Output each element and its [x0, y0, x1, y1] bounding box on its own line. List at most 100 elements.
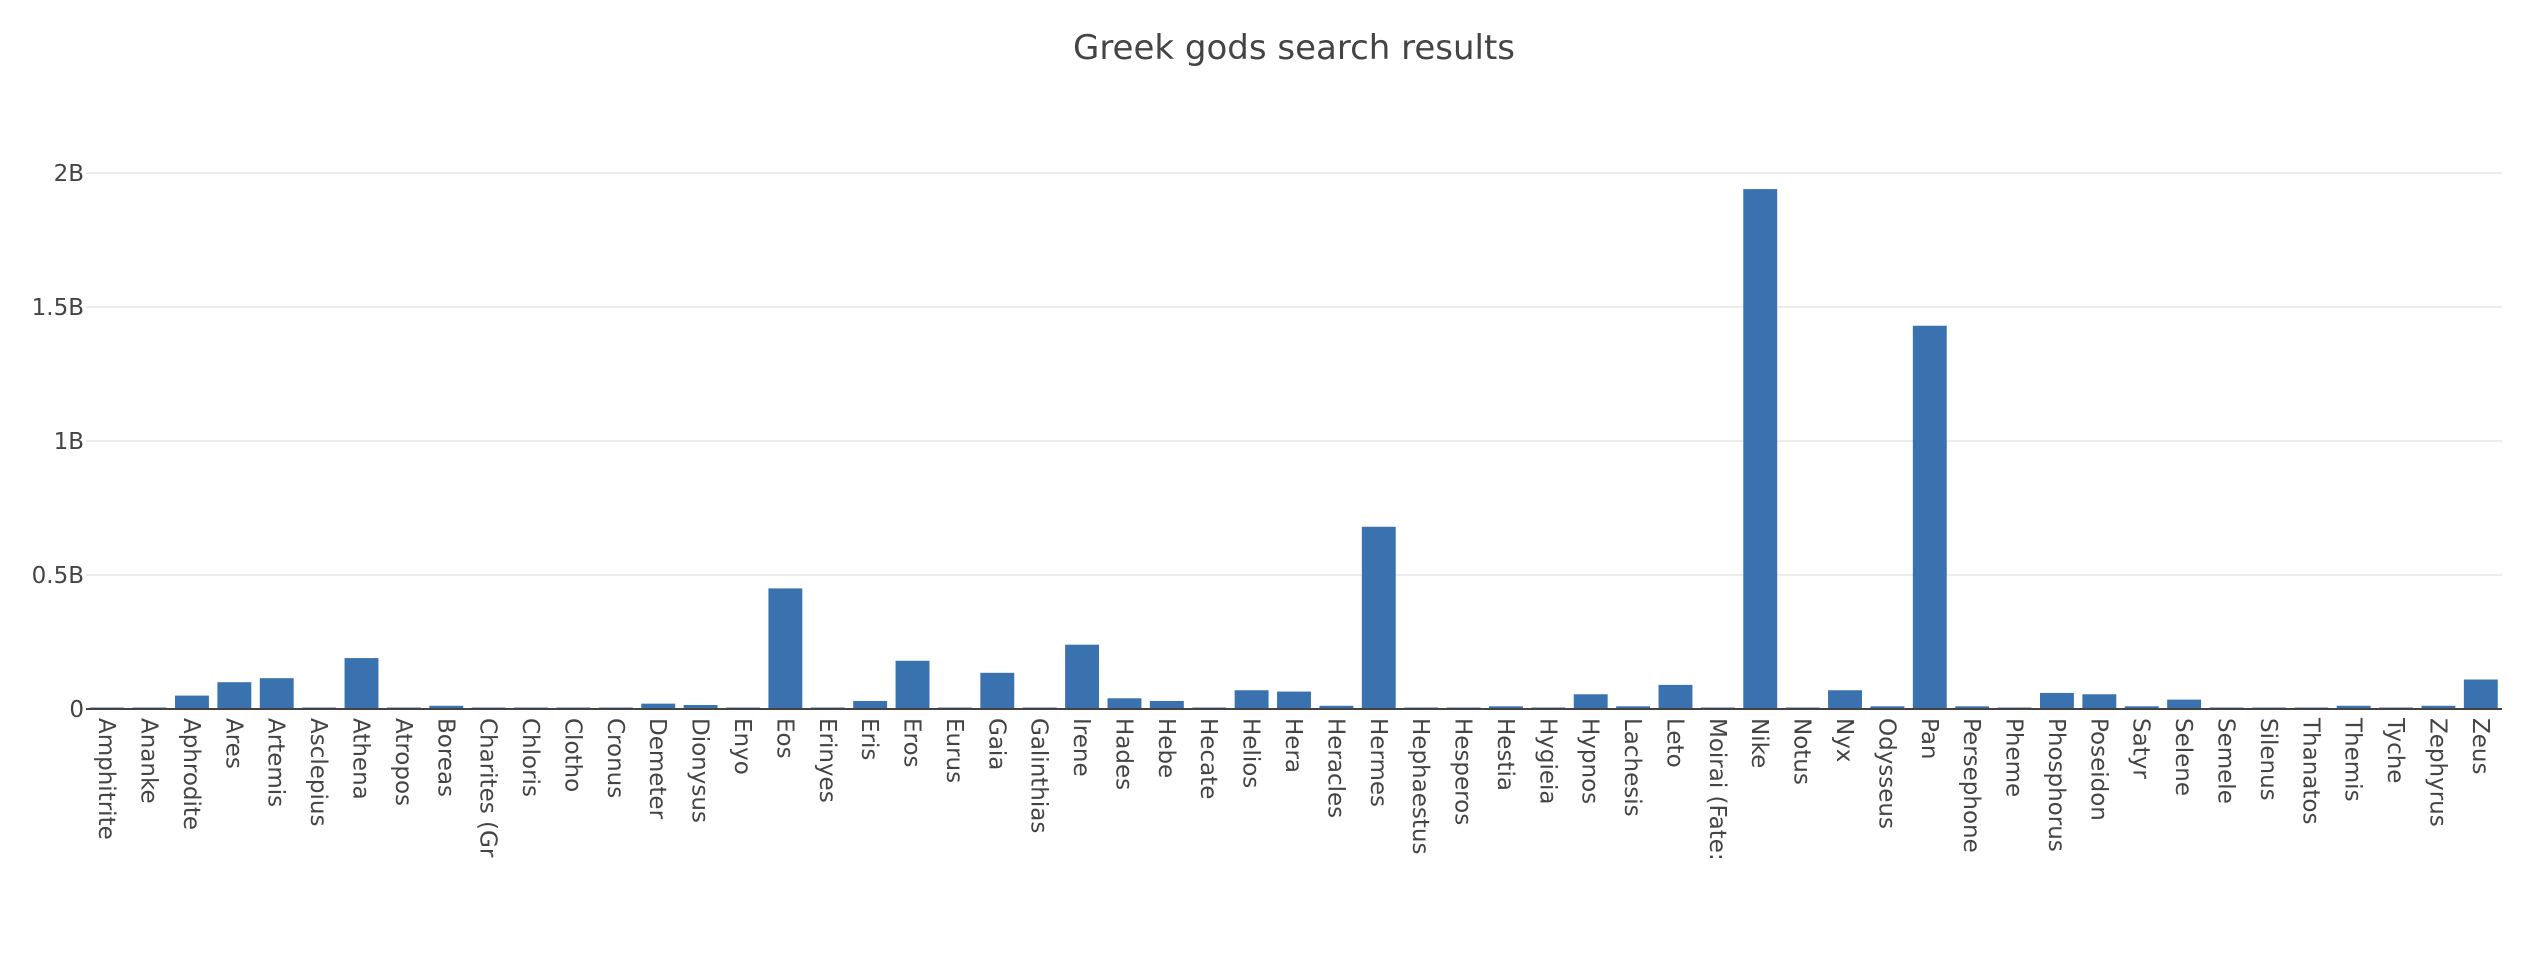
x-tick-label: Zephyrus	[2424, 718, 2450, 827]
x-tick-label-clip: Moirai (Fate:	[1704, 718, 1730, 861]
x-tick-label-clip: Hebe	[1153, 718, 1179, 778]
x-tick-label-clip: Gaia	[983, 718, 1009, 770]
x-tick-label: Atropos	[390, 718, 416, 806]
x-tick-label: Satyr	[2128, 718, 2154, 779]
x-tick-label: Ananke	[136, 718, 162, 804]
x-tick-label: Leto	[1661, 718, 1687, 768]
bar[interactable]	[1107, 698, 1142, 709]
x-tick-label-clip: Hades	[1110, 718, 1136, 790]
bar[interactable]	[1573, 694, 1608, 709]
x-tick-label-clip: Odysseus	[1873, 718, 1899, 829]
bar[interactable]	[344, 658, 379, 709]
bar[interactable]	[1828, 690, 1862, 709]
x-tick-label: Hecate	[1195, 718, 1221, 799]
x-tick-label: Heracles	[1322, 718, 1348, 818]
bar[interactable]	[1870, 706, 1905, 709]
x-tick-label-clip: Hypnos	[1577, 718, 1603, 804]
bar[interactable]	[980, 672, 1015, 709]
x-tick-label-clip: Irene	[1068, 718, 1094, 777]
x-tick-label: Gaia	[983, 718, 1009, 770]
bar[interactable]	[2463, 679, 2498, 709]
chart-title: Greek gods search results	[1073, 28, 1515, 68]
bar[interactable]	[2167, 699, 2202, 709]
bar[interactable]	[895, 660, 930, 709]
x-tick-label: Selene	[2170, 718, 2196, 796]
x-tick-label: Themis	[2340, 717, 2366, 802]
bar[interactable]	[175, 695, 209, 709]
bar[interactable]	[1065, 644, 1100, 709]
bar[interactable]	[429, 705, 464, 709]
x-tick-label-clip: Aphrodite	[178, 718, 204, 830]
x-tick-label: Irene	[1068, 718, 1094, 777]
x-tick-label: Erinyes	[814, 718, 840, 803]
x-tick-label: Asclepius	[305, 718, 331, 826]
x-tick-label: Persephone	[1958, 718, 1984, 853]
x-tick-label-clip: Atropos	[390, 718, 416, 806]
x-tick-label-clip: Semele	[2212, 718, 2238, 804]
x-tick-label-clip: Thanatos	[2297, 717, 2323, 824]
x-tick-label: Cronus	[602, 718, 628, 798]
bar[interactable]	[1955, 706, 1990, 709]
bar[interactable]	[1912, 325, 1947, 709]
y-tick-label: 0	[69, 697, 84, 723]
x-tick-label: Eos	[771, 718, 797, 759]
x-tick-label: Hades	[1110, 718, 1136, 790]
bar[interactable]	[2082, 694, 2117, 709]
bar[interactable]	[1743, 189, 1778, 709]
bar[interactable]	[1488, 706, 1523, 709]
x-tick-label: Nike	[1746, 718, 1772, 768]
x-tick-label: Eris	[856, 718, 882, 760]
bar[interactable]	[641, 703, 676, 709]
y-tick-label: 2B	[54, 161, 84, 187]
x-tick-label: Hephaestus	[1407, 718, 1433, 854]
x-tick-label-clip: Ares	[220, 718, 246, 769]
bar[interactable]	[1616, 706, 1651, 709]
x-tick-label-clip: Nike	[1746, 718, 1772, 768]
bar[interactable]	[1361, 526, 1396, 709]
bar[interactable]	[853, 700, 888, 709]
bar[interactable]	[1319, 705, 1354, 709]
x-tick-label: Aphrodite	[178, 718, 204, 830]
bar[interactable]	[1658, 684, 1693, 709]
x-tick-label-clip: Lachesis	[1619, 718, 1645, 817]
x-tick-label-clip: Zephyrus	[2424, 718, 2450, 827]
bar[interactable]	[2336, 705, 2371, 709]
x-tick-label-clip: Enyo	[729, 718, 755, 775]
x-tick-label: Semele	[2212, 718, 2238, 804]
x-tick-label: Phosphorus	[2043, 718, 2069, 852]
x-tick-label-clip: Clotho	[559, 718, 585, 792]
bar[interactable]	[1234, 690, 1269, 709]
x-tick-label-clip: Eris	[856, 718, 882, 760]
x-tick-label-clip: Boreas	[432, 718, 458, 797]
x-tick-label: Pan	[1916, 718, 1942, 760]
x-tick-label-clip: Poseidon	[2085, 718, 2111, 821]
x-tick-label: Hermes	[1365, 718, 1391, 807]
x-tick-label: Athena	[348, 718, 374, 800]
bar[interactable]	[217, 682, 252, 709]
x-tick-label: Hebe	[1153, 718, 1179, 778]
bar[interactable]	[2039, 692, 2074, 709]
bar[interactable]	[1149, 700, 1184, 709]
x-tick-label-clip: Tyche	[2382, 717, 2408, 783]
bar[interactable]	[2124, 706, 2159, 709]
x-tick-label-clip: Phosphorus	[2043, 718, 2069, 852]
x-tick-label: Hestia	[1492, 718, 1518, 791]
bar[interactable]	[768, 588, 803, 709]
x-tick-label: Notus	[1789, 718, 1815, 785]
x-tick-label-clip: Hygieia	[1534, 718, 1560, 805]
x-tick-label-clip: Dionysus	[687, 718, 713, 823]
x-axis-ticks: Amphitrite Ananke Aphrodite Ares Artemis Ascl…	[93, 717, 2493, 861]
x-tick-label: Zeus	[2467, 718, 2493, 774]
bar[interactable]	[259, 678, 294, 709]
x-tick-label-clip: Athena	[348, 718, 374, 800]
bar[interactable]	[683, 704, 718, 709]
bar[interactable]	[2421, 705, 2456, 709]
bar[interactable]	[1277, 691, 1311, 709]
x-tick-label: Dionysus	[687, 718, 713, 823]
x-tick-label-clip: Eurus	[941, 718, 967, 783]
grid-layer	[86, 172, 2502, 576]
x-tick-label-clip: Selene	[2170, 718, 2196, 796]
x-tick-label: Tyche	[2382, 717, 2408, 783]
